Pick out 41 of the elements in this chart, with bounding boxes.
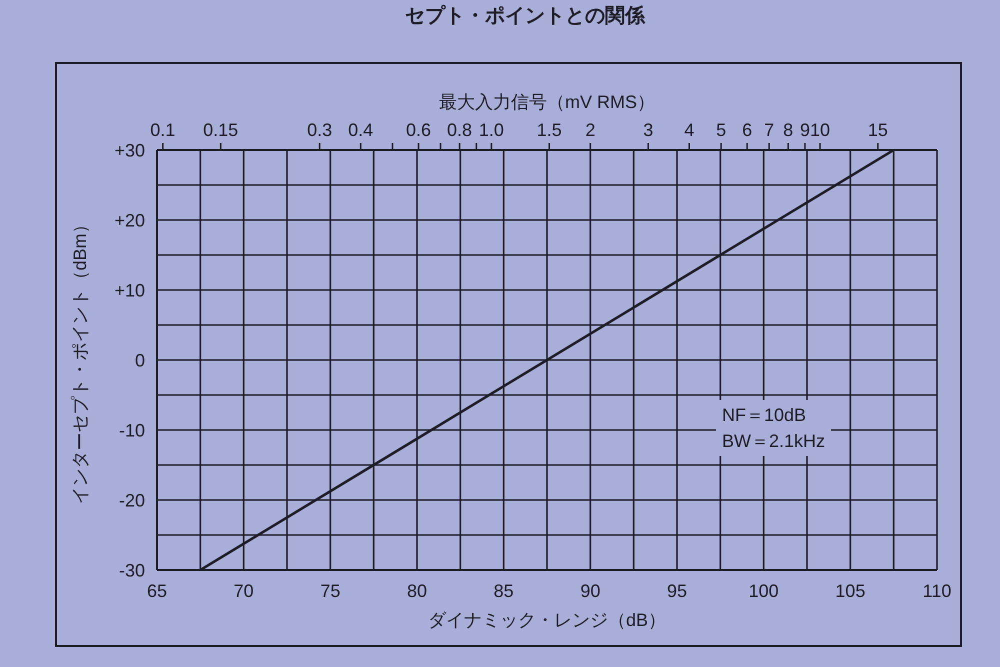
y-tick-label: 0 (134, 350, 145, 370)
x2-tick-label: 1.5 (536, 120, 562, 140)
x-tick-label: 75 (320, 580, 340, 601)
y-tick-label: -20 (118, 490, 145, 510)
x-axis-title: ダイナミック・レンジ（dB） (426, 609, 668, 632)
x-tick-label: 85 (494, 580, 514, 601)
y-tick-label: -10 (118, 420, 145, 440)
x-tick-label: 80 (406, 580, 428, 601)
x-tick-label: 100 (748, 580, 779, 601)
x-tick-label: 70 (234, 580, 254, 601)
x2-tick-label: 0.1 (150, 120, 176, 140)
x2-tick-label: 1.0 (478, 120, 504, 140)
y-axis-title: インターセプト・ポイント（dBm） (69, 215, 91, 505)
chart-title: セプト・ポイントとの関係 (404, 2, 646, 29)
x2-tick-label: 0.6 (406, 120, 432, 140)
x-tick-label: 65 (146, 580, 168, 601)
x2-tick-label: 3 (643, 120, 654, 140)
x2-tick-label: 15 (868, 120, 888, 140)
x2-tick-label: 9 (800, 120, 810, 140)
x2-tick-label: 10 (810, 120, 830, 140)
x2-tick-label: 0.8 (447, 120, 472, 140)
x2-tick-label: 6 (742, 120, 752, 140)
x-tick-label: 95 (666, 580, 688, 601)
x2-tick-label: 0.4 (348, 120, 374, 140)
y-tick-label: +30 (114, 140, 145, 160)
x2-tick-label: 8 (783, 120, 794, 140)
x2-tick-label: 7 (764, 120, 774, 140)
y-tick-label: -30 (118, 560, 145, 580)
x-tick-label: 105 (835, 580, 866, 601)
y-tick-label: +10 (114, 280, 145, 300)
x-tick-label: 110 (922, 580, 952, 601)
x2-tick-label: 4 (684, 120, 694, 140)
x2-tick-label: 2 (585, 120, 596, 140)
annotation: BW＝2.1kHz (722, 430, 826, 453)
x2-tick-label: 0.3 (307, 120, 332, 140)
x-tick-label: 90 (580, 580, 600, 601)
y-tick-label: +20 (114, 210, 145, 230)
x2-tick-label: 5 (716, 120, 726, 140)
x2-tick-label: 0.15 (203, 120, 238, 140)
x2-axis-title: 最大入力信号（mV RMS） (438, 91, 656, 114)
annotation: NF＝10dB (722, 404, 808, 427)
